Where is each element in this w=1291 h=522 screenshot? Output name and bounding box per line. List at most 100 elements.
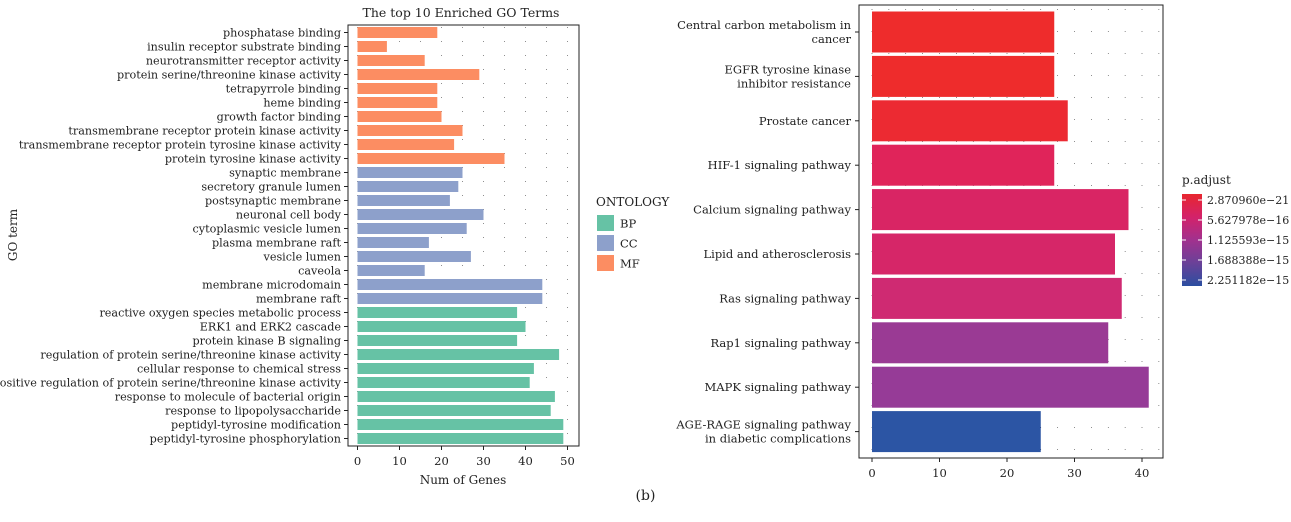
bar: [357, 321, 526, 332]
y-tick-label: peptidyl-tyrosine modification: [171, 419, 341, 432]
figure-label: (b): [635, 488, 656, 504]
y-tick-label: tetrapyrrole binding: [226, 83, 341, 96]
legend-label: MF: [620, 257, 640, 271]
y-tick-label: Calcium signaling pathway: [693, 203, 851, 217]
bar: [357, 307, 518, 318]
legend-label: BP: [620, 217, 636, 231]
y-tick-label: ERK1 and ERK2 cascade: [200, 321, 342, 334]
bar: [357, 69, 480, 80]
bar: [357, 251, 471, 262]
colorbar: [1182, 194, 1202, 286]
bar: [357, 195, 450, 206]
bar: [357, 279, 543, 290]
kegg-pathway-chart: Central carbon metabolism in cancer EGFR t…: [675, 4, 1289, 480]
go-terms-chart: The top 10 Enriched GO Terms phosphatase…: [0, 5, 670, 487]
x-axis: 0 10 20 30 40 50: [354, 446, 575, 468]
y-tick-label: response to molecule of bacterial origin: [115, 391, 341, 404]
bar: [872, 411, 1041, 453]
y-tick-label: heme binding: [263, 97, 341, 110]
y-tick-label: postsynaptic membrane: [205, 195, 341, 208]
bar: [872, 322, 1109, 364]
y-tick-label: protein tyrosine kinase activity: [165, 153, 342, 166]
bar: [357, 55, 425, 66]
x-tick-label: 40: [518, 454, 533, 468]
bar: [357, 167, 463, 178]
y-tick-label: transmembrane receptor protein kinase ac…: [68, 125, 341, 138]
y-tick-label: EGFR tyrosine kinase inhibitor resistance: [725, 62, 852, 90]
y-tick-label: HIF-1 signaling pathway: [708, 158, 852, 172]
colorbar-label: 2.870960e−21: [1207, 194, 1289, 207]
x-tick-label: 30: [1067, 466, 1082, 480]
bar: [357, 27, 438, 38]
bars: [357, 27, 564, 444]
plot-area: [347, 24, 580, 447]
bar: [357, 209, 484, 220]
colorbar-legend: p.adjust 2.870960e−21 5.627978e−16 1.12559…: [1182, 173, 1289, 287]
y-tick-label: response to lipopolysaccharide: [165, 405, 341, 418]
bar: [357, 139, 455, 150]
bar: [872, 144, 1055, 186]
bar: [357, 363, 534, 374]
y-tick-label: cellular response to chemical stress: [137, 363, 341, 376]
bar: [357, 41, 387, 52]
y-tick-label: vesicle lumen: [263, 251, 342, 264]
x-tick-label: 40: [1135, 466, 1150, 480]
y-tick-label: protein kinase B signaling: [192, 335, 341, 348]
bar: [872, 11, 1055, 53]
y-tick-labels: Central carbon metabolism in cancer EGFR t…: [675, 18, 859, 446]
bar: [872, 55, 1055, 97]
y-tick-label: reactive oxygen species metabolic proces…: [99, 307, 341, 320]
y-tick-label: caveola: [298, 265, 341, 278]
y-tick-label: Prostate cancer: [759, 114, 852, 128]
bar: [357, 265, 425, 276]
y-tick-label: Central carbon metabolism in cancer: [677, 18, 851, 46]
legend-label: CC: [620, 237, 638, 251]
y-tick-label: positive regulation of protein serine/th…: [0, 377, 342, 390]
y-tick-label: Rap1 signaling pathway: [710, 336, 851, 350]
bar: [872, 100, 1068, 142]
legend-swatch: [597, 215, 614, 231]
bar: [357, 181, 459, 192]
y-tick-label: phosphatase binding: [223, 27, 341, 40]
x-axis: 0 10 20 30 40: [868, 458, 1149, 480]
bar: [872, 233, 1115, 275]
x-tick-label: 10: [932, 466, 947, 480]
y-tick-label: membrane microdomain: [202, 279, 341, 292]
bar: [357, 433, 564, 444]
y-tick-label: regulation of protein serine/threonine k…: [40, 349, 341, 362]
bar: [357, 223, 467, 234]
x-tick-label: 0: [354, 454, 361, 468]
bar: [357, 125, 463, 136]
x-tick-label: 50: [560, 454, 575, 468]
bar: [357, 335, 518, 346]
y-tick-label: AGE-RAGE signaling pathway in diabetic co…: [675, 418, 851, 446]
y-tick-label: Lipid and atherosclerosis: [704, 247, 852, 261]
x-tick-label: 0: [868, 466, 875, 480]
y-tick-label: growth factor binding: [217, 111, 341, 124]
bar: [357, 237, 429, 248]
chart-title: The top 10 Enriched GO Terms: [363, 5, 560, 20]
bar: [357, 419, 564, 430]
bar: [872, 277, 1122, 319]
legend: ONTOLOGY BP CC MF: [596, 195, 670, 271]
bar: [357, 153, 505, 164]
bar: [357, 349, 560, 360]
legend-swatch: [597, 255, 614, 271]
y-tick-label: protein serine/threonine kinase activity: [117, 69, 342, 82]
x-tick-label: 20: [1000, 466, 1015, 480]
y-tick-label: synaptic membrane: [229, 167, 341, 180]
y-tick-label: transmembrane receptor protein tyrosine …: [19, 139, 342, 152]
y-tick-label: insulin receptor substrate binding: [147, 41, 341, 54]
colorbar-label: 2.251182e−15: [1207, 274, 1289, 287]
bar: [357, 377, 530, 388]
legend-title: p.adjust: [1182, 173, 1231, 187]
y-tick-label: MAPK signaling pathway: [705, 380, 852, 394]
x-tick-label: 10: [392, 454, 407, 468]
bar: [872, 366, 1149, 408]
bar: [357, 111, 442, 122]
x-axis-label: Num of Genes: [420, 473, 507, 487]
y-tick-label: plasma membrane raft: [212, 237, 342, 250]
y-axis-label: GO term: [6, 208, 20, 261]
y-tick-label: Ras signaling pathway: [719, 291, 851, 305]
